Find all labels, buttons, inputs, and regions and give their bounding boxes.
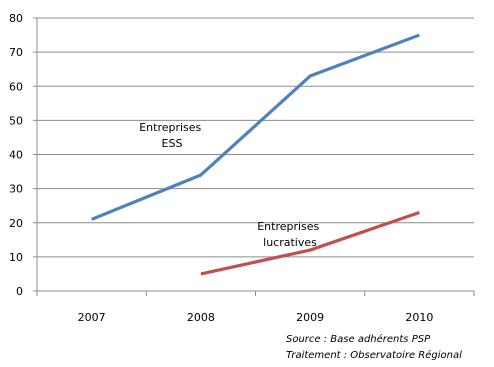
y-tick-label: 70: [9, 46, 23, 59]
source-annotation: Source : Base adhérents PSP: [286, 333, 431, 345]
y-tick-label: 30: [9, 183, 23, 196]
x-tick-label: 2009: [296, 311, 324, 324]
series-label-lucratives: Entreprises lucratives: [257, 220, 323, 249]
series-label-ess-line-1: Entreprises: [139, 121, 201, 134]
y-tick-label: 50: [9, 114, 23, 127]
y-tick-label: 0: [16, 285, 23, 298]
y-tick-label: 10: [9, 251, 23, 264]
series-label-ess-line-2: ESS: [162, 137, 183, 150]
x-tick-label: 2008: [187, 311, 215, 324]
y-tick-labels: 0 10 20 30 40 50 60 70 80: [9, 12, 23, 298]
series-line-1: [200, 210, 420, 276]
x-tick-label: 2010: [405, 311, 433, 324]
series-lines: [91, 33, 420, 276]
treatment-annotation: Traitement : Observatoire Régional: [286, 349, 462, 361]
y-tick-label: 80: [9, 12, 23, 25]
x-tick-labels: 2007 2008 2009 2010: [78, 311, 434, 324]
gridlines: [37, 17, 474, 258]
series-label-lucratives-line-1: Entreprises: [257, 220, 319, 233]
y-tick-label: 60: [9, 80, 23, 93]
axes: [33, 17, 475, 296]
series-label-ess: Entreprises ESS: [139, 121, 205, 150]
series-label-lucratives-line-2: lucratives: [263, 236, 317, 249]
y-tick-label: 40: [9, 149, 23, 162]
y-tick-label: 20: [9, 217, 23, 230]
series-line-0: [91, 33, 420, 221]
x-tick-label: 2007: [78, 311, 106, 324]
